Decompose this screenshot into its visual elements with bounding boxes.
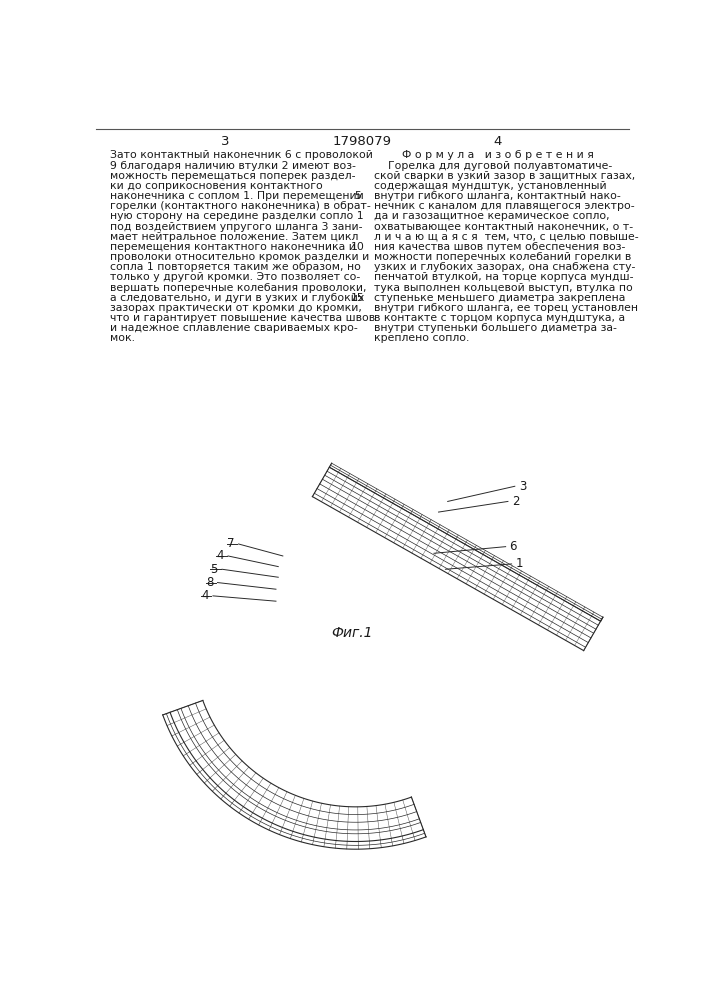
Text: ской сварки в узкий зазор в защитных газах,: ской сварки в узкий зазор в защитных газ… (373, 171, 635, 181)
Text: 15: 15 (351, 293, 365, 303)
Text: нечник с каналом для плавящегося электро-: нечник с каналом для плавящегося электро… (373, 201, 634, 211)
Text: пенчатой втулкой, на торце корпуса мундш-: пенчатой втулкой, на торце корпуса мундш… (373, 272, 633, 282)
Text: проволоки относительно кромок разделки и: проволоки относительно кромок разделки и (110, 252, 369, 262)
Text: горелки (контактного наконечника) в обрат-: горелки (контактного наконечника) в обра… (110, 201, 371, 211)
Text: 4: 4 (201, 589, 209, 602)
Text: зазорах практически от кромки до кромки,: зазорах практически от кромки до кромки, (110, 303, 362, 313)
Text: тука выполнен кольцевой выступ, втулка по: тука выполнен кольцевой выступ, втулка п… (373, 283, 632, 293)
Text: Ф о р м у л а   и з о б р е т е н и я: Ф о р м у л а и з о б р е т е н и я (402, 150, 593, 160)
Text: 3: 3 (519, 480, 526, 493)
Text: 1798079: 1798079 (332, 135, 392, 148)
Text: вершать поперечные колебания проволоки,: вершать поперечные колебания проволоки, (110, 283, 366, 293)
Text: Зато контактный наконечник 6 с проволокой: Зато контактный наконечник 6 с проволоко… (110, 150, 373, 160)
Text: содержащая мундштук, установленный: содержащая мундштук, установленный (373, 181, 606, 191)
Text: наконечника с соплом 1. При перемещении: наконечника с соплом 1. При перемещении (110, 191, 364, 201)
Text: 6: 6 (510, 540, 517, 553)
Text: 5: 5 (355, 191, 361, 201)
Text: внутри гибкого шланга, контактный нако-: внутри гибкого шланга, контактный нако- (373, 191, 620, 201)
Text: внутри ступеньки большего диаметра за-: внутри ступеньки большего диаметра за- (373, 323, 617, 333)
Text: внутри гибкого шланга, ее торец установлен: внутри гибкого шланга, ее торец установл… (373, 303, 638, 313)
Text: 4: 4 (216, 549, 224, 562)
Text: 7: 7 (227, 537, 235, 550)
Text: л и ч а ю щ а я с я  тем, что, с целью повыше-: л и ч а ю щ а я с я тем, что, с целью по… (373, 232, 638, 242)
Text: 10: 10 (351, 242, 365, 252)
Text: 4: 4 (493, 135, 502, 148)
Text: можность перемещаться поперек раздел-: можность перемещаться поперек раздел- (110, 171, 356, 181)
Text: ную сторону на середине разделки сопло 1: ную сторону на середине разделки сопло 1 (110, 211, 363, 221)
Text: 1: 1 (515, 557, 523, 570)
Text: можности поперечных колебаний горелки в: можности поперечных колебаний горелки в (373, 252, 631, 262)
Text: 9 благодаря наличию втулки 2 имеют воз-: 9 благодаря наличию втулки 2 имеют воз- (110, 161, 356, 171)
Text: узких и глубоких зазорах, она снабжена сту-: узких и глубоких зазорах, она снабжена с… (373, 262, 635, 272)
Text: Горелка для дуговой полуавтоматиче-: Горелка для дуговой полуавтоматиче- (373, 161, 612, 171)
Text: ступеньке меньшего диаметра закреплена: ступеньке меньшего диаметра закреплена (373, 293, 625, 303)
Text: сопла 1 повторяется таким же образом, но: сопла 1 повторяется таким же образом, но (110, 262, 361, 272)
Text: 3: 3 (221, 135, 230, 148)
Text: что и гарантирует повышение качества швов: что и гарантирует повышение качества шво… (110, 313, 375, 323)
Text: под воздействием упругого шланга 3 зани-: под воздействием упругого шланга 3 зани- (110, 222, 363, 232)
Text: ния качества швов путем обеспечения воз-: ния качества швов путем обеспечения воз- (373, 242, 625, 252)
Text: и надежное сплавление свариваемых кро-: и надежное сплавление свариваемых кро- (110, 323, 358, 333)
Text: охватывающее контактный наконечник, о т-: охватывающее контактный наконечник, о т- (373, 222, 633, 232)
Text: мает нейтральное положение. Затем цикл: мает нейтральное положение. Затем цикл (110, 232, 358, 242)
Text: мок.: мок. (110, 333, 135, 343)
Text: да и газозащитное керамическое сопло,: да и газозащитное керамическое сопло, (373, 211, 609, 221)
Text: 5: 5 (211, 563, 218, 576)
Text: а следовательно, и дуги в узких и глубоких: а следовательно, и дуги в узких и глубок… (110, 293, 364, 303)
Text: ки до соприкосновения контактного: ки до соприкосновения контактного (110, 181, 323, 191)
Text: перемещения контактного наконечника и: перемещения контактного наконечника и (110, 242, 356, 252)
Text: креплено сопло.: креплено сопло. (373, 333, 469, 343)
Text: 8: 8 (206, 576, 214, 589)
Text: 2: 2 (512, 495, 520, 508)
Text: только у другой кромки. Это позволяет со-: только у другой кромки. Это позволяет со… (110, 272, 361, 282)
Text: Фиг.1: Фиг.1 (331, 626, 373, 640)
Text: в контакте с торцом корпуса мундштука, а: в контакте с торцом корпуса мундштука, а (373, 313, 625, 323)
